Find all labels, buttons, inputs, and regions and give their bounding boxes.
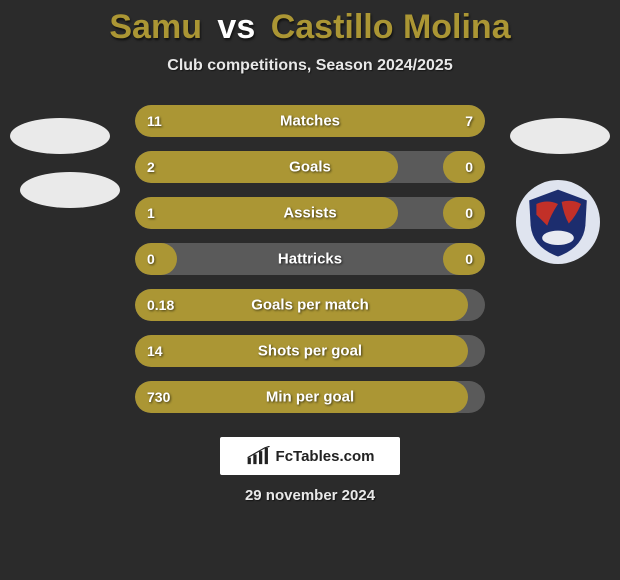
- stat-value-left: 1: [147, 205, 155, 221]
- stat-label: Goals: [289, 159, 331, 176]
- stat-fill-right: [443, 151, 485, 183]
- stat-row: 11 Matches 7: [135, 105, 485, 137]
- stat-row: 0 Hattricks 0: [135, 243, 485, 275]
- title-vs: vs: [217, 8, 255, 46]
- stat-value-right: 0: [465, 159, 473, 175]
- stat-row: 730 Min per goal: [135, 381, 485, 413]
- stat-fill-right: [443, 243, 485, 275]
- stat-label: Hattricks: [278, 251, 342, 268]
- date-label: 29 november 2024: [0, 487, 620, 504]
- brand-label: FcTables.com: [276, 448, 375, 465]
- subtitle: Club competitions, Season 2024/2025: [0, 57, 620, 75]
- player1-club-ellipse: [20, 172, 120, 208]
- stat-value-left: 0.18: [147, 297, 174, 313]
- stat-value-right: 0: [465, 251, 473, 267]
- club-badge-icon: [522, 186, 594, 258]
- stat-label: Goals per match: [251, 297, 369, 314]
- player2-club-badge: [516, 180, 600, 264]
- stat-fill-right: [317, 105, 485, 137]
- stat-fill-left: [135, 197, 398, 229]
- stat-value-left: 11: [147, 113, 162, 129]
- stats-list: 11 Matches 7 2 Goals 0 1 Assists 0 0 Hattricks 0 0.1…: [135, 105, 485, 413]
- stat-label: Shots per goal: [258, 343, 362, 360]
- stat-value-right: 7: [465, 113, 473, 129]
- brand-chart-icon: [246, 446, 272, 466]
- stat-value-left: 2: [147, 159, 155, 175]
- brand-box: FcTables.com: [220, 437, 400, 475]
- player2-avatar-ellipse: [510, 118, 610, 154]
- stat-fill-left: [135, 243, 177, 275]
- stat-value-left: 14: [147, 343, 163, 359]
- stat-row: 14 Shots per goal: [135, 335, 485, 367]
- stat-label: Min per goal: [266, 389, 354, 406]
- stat-row: 1 Assists 0: [135, 197, 485, 229]
- stat-value-left: 730: [147, 389, 170, 405]
- title-player2: Castillo Molina: [271, 8, 511, 46]
- stat-value-right: 0: [465, 205, 473, 221]
- page-title: Samu vs Castillo Molina: [0, 8, 620, 47]
- stat-row: 0.18 Goals per match: [135, 289, 485, 321]
- stat-fill-left: [135, 151, 398, 183]
- stat-fill-right: [443, 197, 485, 229]
- stat-value-left: 0: [147, 251, 155, 267]
- stat-row: 2 Goals 0: [135, 151, 485, 183]
- title-player1: Samu: [109, 8, 202, 46]
- player1-avatar-ellipse: [10, 118, 110, 154]
- stat-label: Assists: [283, 205, 336, 222]
- stat-label: Matches: [280, 113, 340, 130]
